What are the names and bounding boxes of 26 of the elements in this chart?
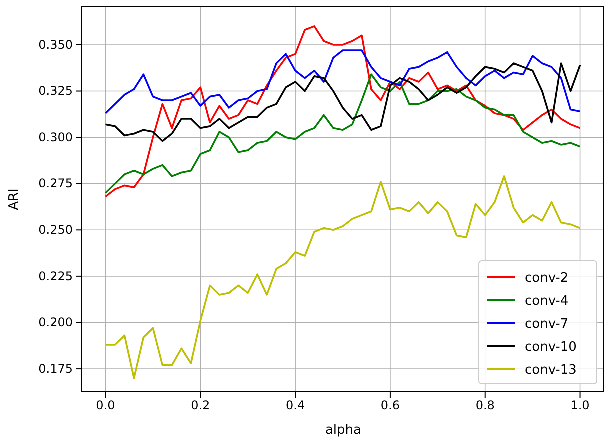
x-tick-label: 0.4 (286, 398, 306, 413)
line-series (104, 74, 582, 194)
y-tick-label: 0.225 (38, 269, 73, 284)
y-tick-label: 0.275 (38, 176, 73, 191)
y-tick-label: 0.250 (38, 222, 73, 237)
x-tick-label: 0.6 (380, 398, 400, 413)
legend-label: conv-10 (525, 340, 577, 355)
line-series (104, 176, 582, 380)
x-tick-label: 1.0 (570, 398, 590, 413)
y-tick-label: 0.200 (38, 316, 73, 330)
line-series (104, 62, 582, 142)
x-tick-label: 0.0 (96, 398, 116, 413)
legend-label: conv-4 (525, 294, 569, 309)
legend-label: conv-13 (525, 363, 577, 378)
legend-label: conv-2 (525, 271, 569, 286)
y-tick-label: 0.300 (38, 130, 73, 144)
y-tick-label: 0.350 (38, 38, 73, 52)
x-tick-label: 0.8 (476, 398, 495, 413)
line-series (104, 26, 582, 198)
legend-label: conv-7 (525, 317, 569, 332)
x-tick-label: 0.2 (191, 398, 210, 413)
line-series (104, 50, 582, 114)
y-tick-label: 0.175 (38, 362, 73, 376)
y-tick-label: 0.325 (38, 84, 73, 98)
x-axis-title: alpha (325, 423, 362, 438)
y-axis-title: ARI (7, 188, 22, 210)
